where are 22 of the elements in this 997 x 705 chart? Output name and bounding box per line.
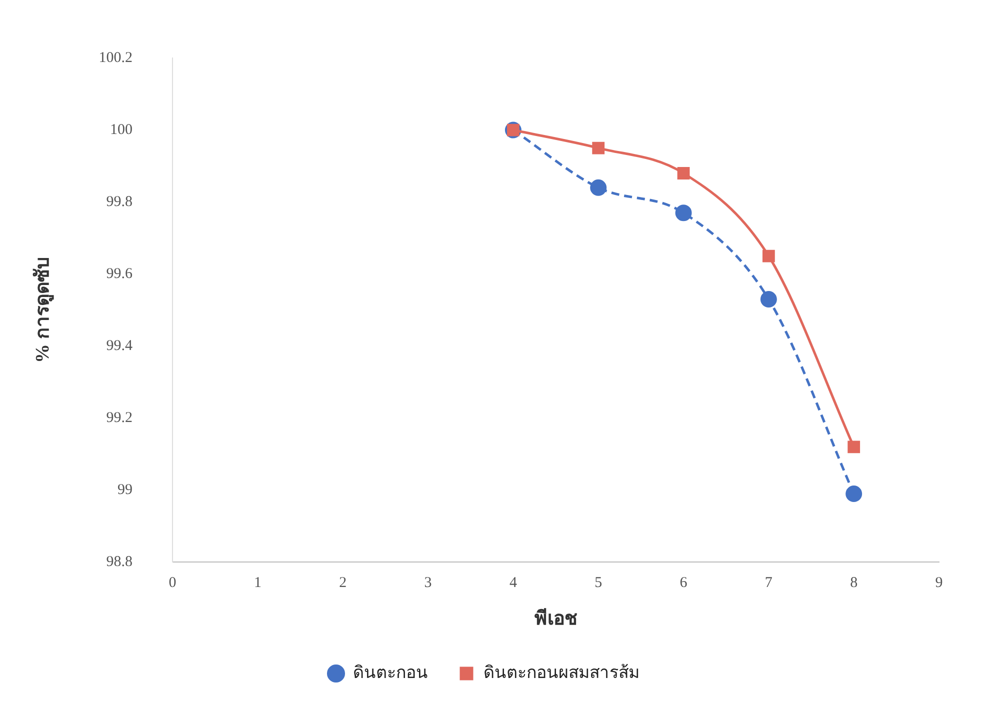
x-tick-label: 3	[424, 575, 432, 592]
y-tick-label: 99.8	[106, 194, 133, 210]
x-tick-label: 5	[594, 575, 602, 592]
legend-label: ดินตะกอนผสมสารส้ม	[484, 662, 640, 682]
y-tick-label: 100.2	[98, 50, 133, 66]
y-tick-label: 99	[118, 482, 133, 498]
x-tick-label: 1	[254, 575, 262, 592]
x-tick-label: 8	[850, 575, 858, 592]
x-tick-label: 4	[509, 575, 518, 592]
y-axis-title: % การดูดซับ	[32, 257, 54, 363]
legend-label: ดินตะกอน	[353, 662, 428, 682]
x-tick-label: 0	[168, 575, 176, 592]
x-tick-label: 2	[339, 575, 347, 592]
x-tick-label: 9	[935, 575, 943, 592]
y-tick-label: 99.6	[106, 266, 134, 282]
y-tick-label: 100	[110, 122, 133, 138]
x-tick-label: 6	[680, 575, 688, 592]
x-tick-label: 7	[764, 575, 773, 592]
x-axis-title: พีเอช	[534, 608, 578, 630]
y-tick-label: 99.4	[106, 338, 134, 354]
y-tick-label: 99.2	[106, 410, 133, 426]
y-tick-label: 98.8	[106, 554, 133, 570]
